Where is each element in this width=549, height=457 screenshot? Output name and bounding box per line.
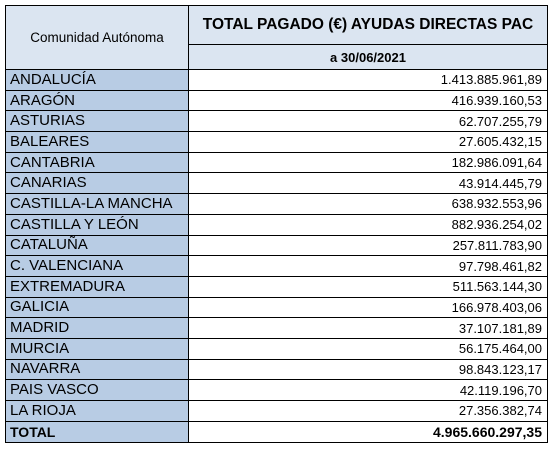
table-row: PAIS VASCO 42.119.196,70 <box>5 379 548 401</box>
total-amount: 4.965.660.297,35 <box>188 420 548 443</box>
region-name: ASTURIAS <box>5 110 189 133</box>
amount-paid: 882.936.254,02 <box>188 213 548 236</box>
amount-paid: 56.175.464,00 <box>188 337 548 360</box>
amount-paid: 62.707.255,79 <box>188 110 548 133</box>
header-row: Comunidad Autónoma TOTAL PAGADO (€) AYUD… <box>5 5 548 70</box>
table-row: CASTILLA-LA MANCHA 638.932.553,96 <box>5 193 548 215</box>
region-name: ARAGÓN <box>5 89 189 112</box>
total-label: TOTAL <box>5 420 189 443</box>
amount-paid: 97.798.461,82 <box>188 255 548 277</box>
region-name: CATALUÑA <box>5 234 189 257</box>
table-title: TOTAL PAGADO (€) AYUDAS DIRECTAS PAC <box>188 5 548 45</box>
region-name: LA RIOJA <box>5 400 189 422</box>
region-name: NAVARRA <box>5 358 189 381</box>
region-name: CASTILLA-LA MANCHA <box>5 193 189 215</box>
pac-payments-table: Comunidad Autónoma TOTAL PAGADO (€) AYUD… <box>5 5 548 443</box>
table-row: CANARIAS 43.914.445,79 <box>5 172 548 195</box>
region-name: PAIS VASCO <box>5 379 189 401</box>
amount-paid: 27.356.382,74 <box>188 400 548 422</box>
amount-paid: 42.119.196,70 <box>188 379 548 401</box>
region-name: CANTABRIA <box>5 151 189 174</box>
table-row: ASTURIAS 62.707.255,79 <box>5 110 548 133</box>
table-row: C. VALENCIANA 97.798.461,82 <box>5 255 548 277</box>
region-name: MURCIA <box>5 337 189 360</box>
table-row: CATALUÑA 257.811.783,90 <box>5 234 548 257</box>
table-row: ANDALUCÍA 1.413.885.961,89 <box>5 69 548 91</box>
total-row: TOTAL 4.965.660.297,35 <box>5 420 548 443</box>
table-row: MURCIA 56.175.464,00 <box>5 337 548 360</box>
table-row: MADRID 37.107.181,89 <box>5 317 548 339</box>
date-header: a 30/06/2021 <box>188 44 548 70</box>
region-name: CASTILLA Y LEÓN <box>5 213 189 236</box>
table-row: NAVARRA 98.843.123,17 <box>5 358 548 381</box>
amount-paid: 1.413.885.961,89 <box>188 69 548 91</box>
amount-paid: 166.978.403,06 <box>188 296 548 319</box>
amount-paid: 98.843.123,17 <box>188 358 548 381</box>
amount-paid: 511.563.144,30 <box>188 275 548 298</box>
table-row: CASTILLA Y LEÓN 882.936.254,02 <box>5 213 548 236</box>
region-name: GALICIA <box>5 296 189 319</box>
region-name: EXTREMADURA <box>5 275 189 298</box>
region-name: MADRID <box>5 317 189 339</box>
table-row: BALEARES 27.605.432,15 <box>5 131 548 153</box>
amount-paid: 43.914.445,79 <box>188 172 548 195</box>
amount-paid: 257.811.783,90 <box>188 234 548 257</box>
region-column-header: Comunidad Autónoma <box>5 5 189 70</box>
region-name: C. VALENCIANA <box>5 255 189 277</box>
amount-paid: 27.605.432,15 <box>188 131 548 153</box>
table-row: EXTREMADURA 511.563.144,30 <box>5 275 548 298</box>
table-row: CANTABRIA 182.986.091,64 <box>5 151 548 174</box>
amount-paid: 37.107.181,89 <box>188 317 548 339</box>
table-row: GALICIA 166.978.403,06 <box>5 296 548 319</box>
amount-paid: 638.932.553,96 <box>188 193 548 215</box>
table-row: ARAGÓN 416.939.160,53 <box>5 89 548 112</box>
region-name: ANDALUCÍA <box>5 69 189 91</box>
region-name: BALEARES <box>5 131 189 153</box>
amount-paid: 182.986.091,64 <box>188 151 548 174</box>
date-row: a 30/06/2021 <box>6 44 548 70</box>
region-name: CANARIAS <box>5 172 189 195</box>
table-row: LA RIOJA 27.356.382,74 <box>5 400 548 422</box>
amount-paid: 416.939.160,53 <box>188 89 548 112</box>
